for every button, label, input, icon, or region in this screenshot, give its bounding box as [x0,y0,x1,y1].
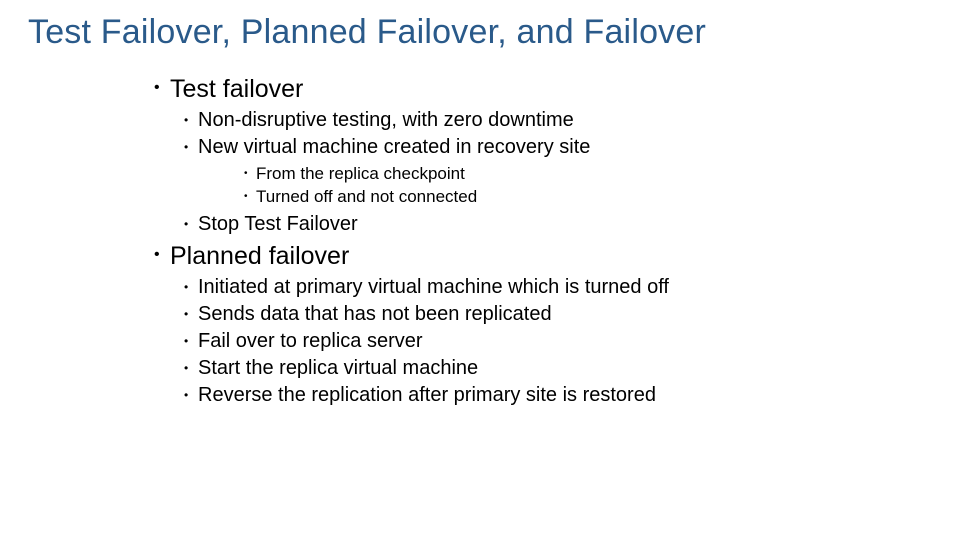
list-item: Sends data that has not been replicated [170,301,932,328]
l3-text: Turned off and not connected [256,187,477,206]
slide-title: Test Failover, Planned Failover, and Fai… [28,14,932,51]
l2-text: New virtual machine created in recovery … [198,136,590,158]
l1-text: Planned failover [170,242,349,270]
bullet-list-l2: Non-disruptive testing, with zero downti… [170,107,932,238]
list-item: Non-disruptive testing, with zero downti… [170,107,932,134]
list-item: Test failover Non-disruptive testing, wi… [154,73,932,238]
list-item: Fail over to replica server [170,328,932,355]
list-item: Reverse the replication after primary si… [170,382,932,409]
l2-text: Stop Test Failover [198,213,358,235]
list-item: Planned failover Initiated at primary vi… [154,240,932,409]
l2-text: Fail over to replica server [198,330,423,352]
list-item: Initiated at primary virtual machine whi… [170,274,932,301]
list-item: Start the replica virtual machine [170,355,932,382]
l2-text: Non-disruptive testing, with zero downti… [198,109,574,131]
l2-text: Start the replica virtual machine [198,357,478,379]
l1-text: Test failover [170,75,303,103]
bullet-list-l1: Test failover Non-disruptive testing, wi… [154,73,932,409]
list-item: New virtual machine created in recovery … [170,134,932,209]
slide-content: Test failover Non-disruptive testing, wi… [28,73,932,409]
l2-text: Reverse the replication after primary si… [198,384,656,406]
l2-text: Initiated at primary virtual machine whi… [198,276,669,298]
bullet-list-l3: From the replica checkpoint Turned off a… [198,163,932,209]
list-item: Turned off and not connected [198,186,932,209]
list-item: From the replica checkpoint [198,163,932,186]
l3-text: From the replica checkpoint [256,164,465,183]
slide-container: Test Failover, Planned Failover, and Fai… [0,0,960,540]
list-item: Stop Test Failover [170,211,932,238]
l2-text: Sends data that has not been replicated [198,303,552,325]
bullet-list-l2: Initiated at primary virtual machine whi… [170,274,932,409]
